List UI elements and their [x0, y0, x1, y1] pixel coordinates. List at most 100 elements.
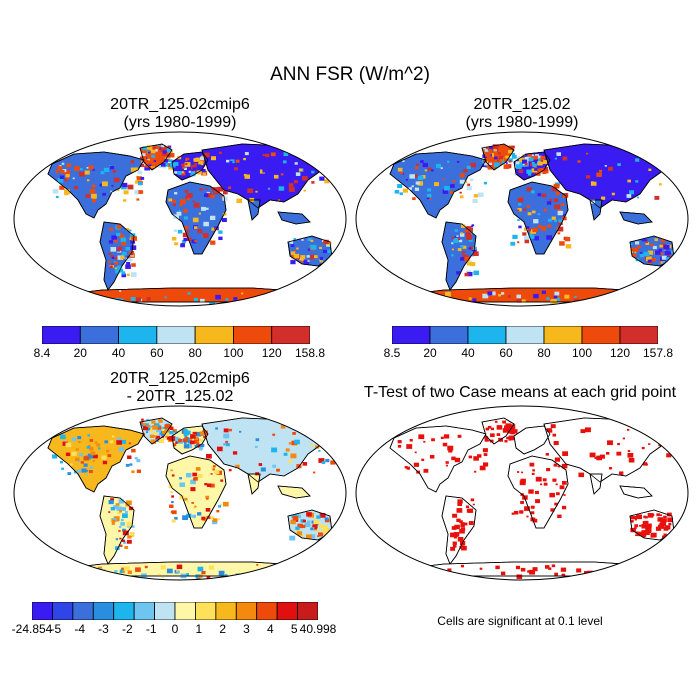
grid-cell: [474, 470, 477, 473]
grid-cell: [77, 436, 82, 440]
panel2-map: [355, 131, 689, 307]
grid-cell: [179, 482, 186, 487]
coastline-europe: [171, 425, 209, 455]
grid-cell: [540, 172, 543, 175]
grid-cell: [192, 200, 195, 203]
grid-cell: [114, 570, 118, 573]
grid-cell: [636, 531, 643, 537]
grid-cell: [115, 538, 119, 541]
panel2-title: 20TR_125.02 (yrs 1980-1999): [372, 96, 672, 132]
grid-cell: [174, 431, 178, 434]
grid-cell: [627, 298, 633, 303]
grid-cell: [606, 452, 610, 455]
grid-cell: [147, 156, 150, 159]
grid-cell: [319, 524, 324, 529]
grid-cell: [599, 454, 605, 459]
grid-cell: [450, 184, 455, 188]
grid-cell: [557, 210, 564, 216]
grid-cell: [126, 273, 130, 277]
grid-cell: [554, 572, 558, 576]
grid-cell: [453, 237, 460, 243]
grid-cell: [460, 564, 464, 568]
colorbar-label: 80: [537, 346, 551, 360]
grid-cell: [218, 173, 221, 176]
grid-cell: [203, 193, 209, 197]
grid-cell: [654, 195, 660, 200]
grid-cell: [562, 451, 569, 456]
grid-cell: [211, 227, 216, 231]
grid-cell: [307, 238, 312, 241]
grid-cell: [577, 160, 581, 163]
grid-cell: [617, 442, 620, 446]
grid-cell: [63, 291, 70, 296]
grid-cell: [609, 467, 613, 470]
grid-cell: [164, 432, 170, 437]
grid-cell: [457, 248, 462, 252]
grid-cell: [109, 165, 115, 170]
grid-cell: [109, 440, 114, 444]
grid-cell: [307, 260, 310, 262]
grid-cell: [611, 192, 615, 196]
grid-cell: [169, 504, 174, 509]
grid-cell: [485, 427, 490, 431]
grid-cell: [199, 431, 205, 436]
grid-cell: [302, 565, 306, 569]
grid-cell: [532, 227, 538, 233]
grid-cell: [444, 186, 450, 191]
grid-cell: [576, 568, 582, 573]
grid-cell: [668, 162, 672, 166]
grid-cell: [111, 184, 114, 187]
grid-cell: [113, 177, 120, 183]
grid-cell: [302, 462, 308, 466]
grid-cell: [548, 218, 552, 222]
grid-cell: [580, 429, 586, 434]
grid-cell: [141, 153, 146, 157]
grid-cell: [648, 168, 652, 172]
grid-cells: [397, 420, 673, 579]
grid-cell: [237, 301, 241, 305]
colorbar-swatch: [619, 326, 658, 344]
grid-cell: [148, 163, 152, 167]
grid-cell: [248, 298, 252, 301]
map-content: [14, 132, 346, 306]
grid-cell: [551, 216, 556, 220]
grid-cell: [192, 440, 198, 444]
grid-cell: [154, 149, 158, 152]
grid-cell: [72, 177, 75, 180]
grid-cell: [121, 182, 128, 188]
map-content: [356, 132, 688, 306]
grid-cell: [517, 208, 522, 212]
grid-cell: [500, 571, 506, 576]
grid-cell: [290, 242, 293, 244]
grid-cell: [141, 573, 147, 578]
grid-cell: [659, 166, 665, 171]
grid-cell: [319, 246, 322, 250]
grid-cell: [542, 159, 548, 165]
grid-cell: [157, 573, 161, 576]
grid-cell: [397, 440, 402, 444]
grid-cell: [170, 490, 174, 494]
grid-cell: [116, 246, 123, 251]
grid-cell: [110, 498, 115, 502]
grid-cell: [258, 463, 263, 466]
grid-cell: [225, 298, 229, 301]
grid-cell: [125, 503, 129, 507]
grid-cell: [502, 420, 507, 424]
grid-cell: [462, 251, 466, 254]
grid-cell: [75, 448, 79, 451]
grid-cell: [184, 434, 187, 437]
grid-cell: [155, 435, 161, 440]
grid-cell: [166, 148, 172, 153]
coastline-india: [247, 473, 261, 495]
grid-cell: [290, 453, 297, 459]
grid-cell: [107, 454, 112, 458]
grid-cell: [490, 291, 496, 296]
grid-cell: [75, 457, 80, 462]
grid-cell: [87, 453, 94, 459]
grid-cell: [457, 238, 461, 241]
grid-cell: [111, 255, 114, 258]
grid-cell: [92, 195, 97, 199]
grid-cell: [183, 167, 187, 171]
grid-cell: [136, 198, 140, 201]
grid-cell: [543, 208, 547, 212]
